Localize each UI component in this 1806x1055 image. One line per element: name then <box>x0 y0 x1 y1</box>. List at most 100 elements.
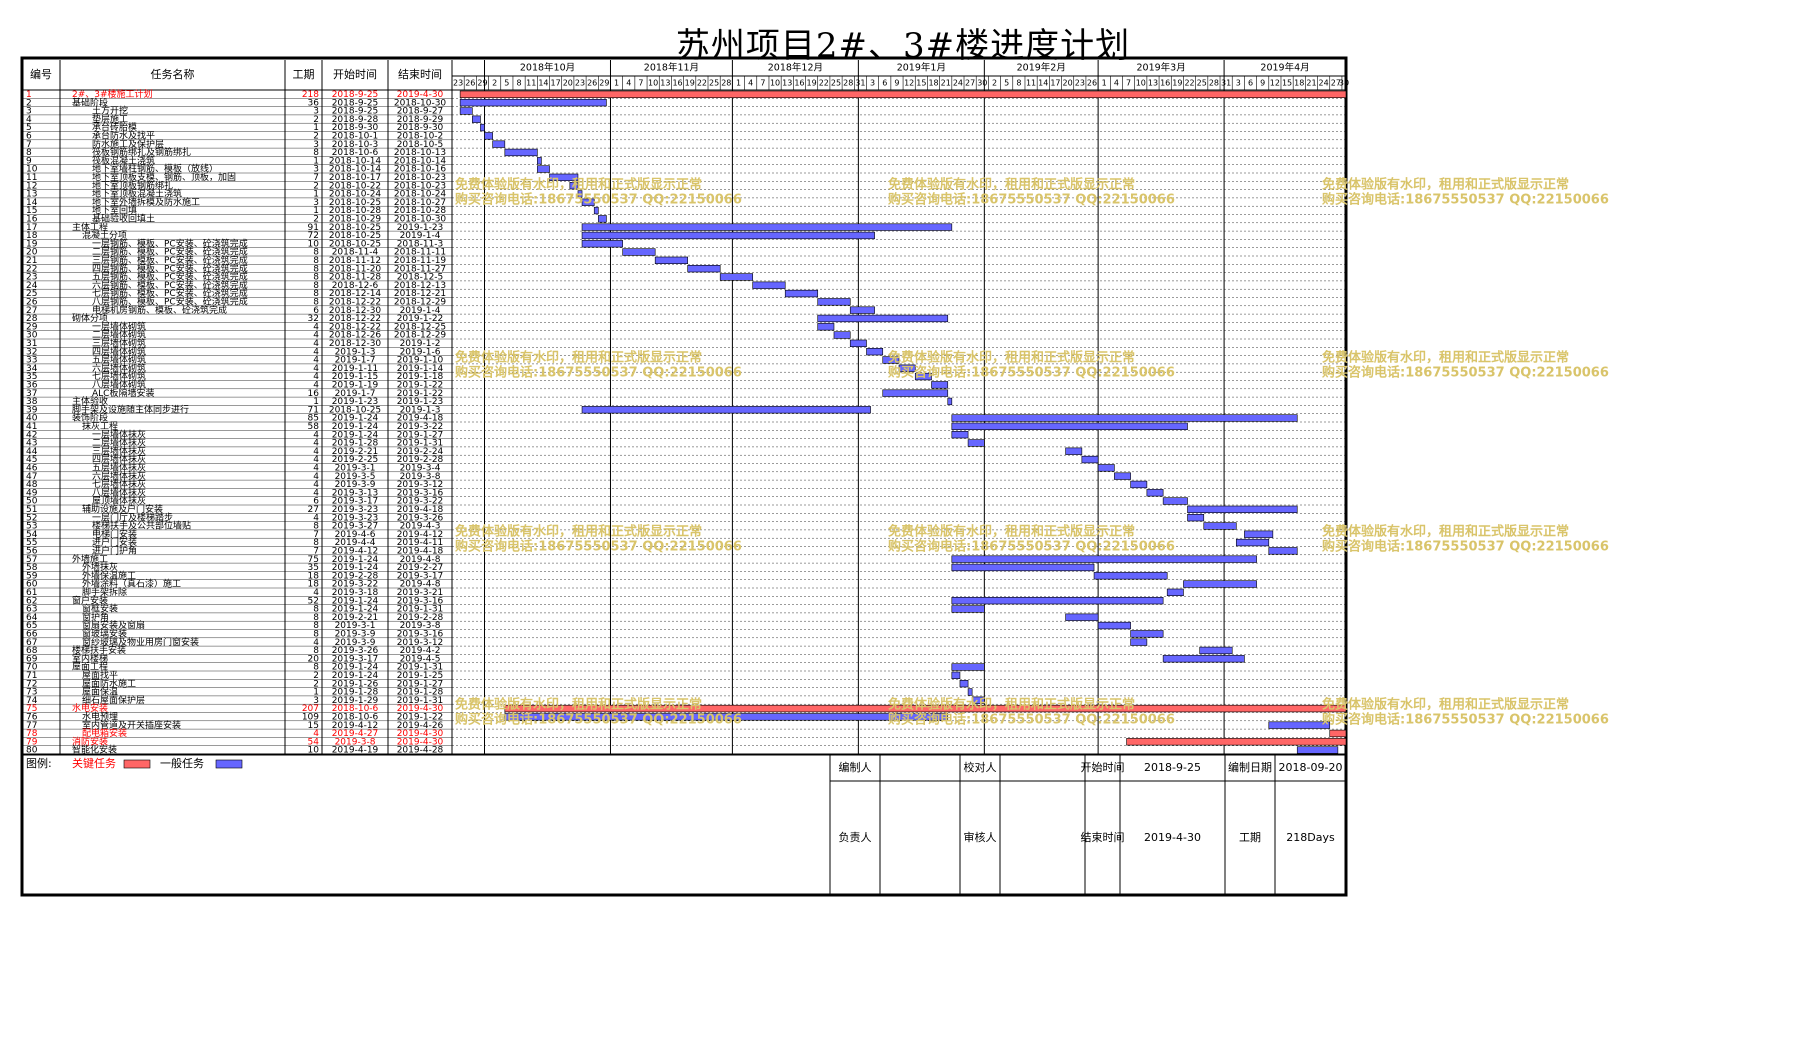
task-duration: 8 <box>313 613 319 623</box>
task-end: 2019-1-14 <box>397 364 444 374</box>
day-tick-label: 16 <box>672 79 682 88</box>
task-name: 室内管道及开关插座安装 <box>82 719 181 731</box>
task-name: 屋面工程 <box>72 662 108 673</box>
task-duration: 7 <box>313 173 319 183</box>
gantt-bar <box>951 563 1095 572</box>
gantt-bar <box>951 605 985 613</box>
row-id: 55 <box>26 538 37 548</box>
task-end: 2018-11-27 <box>394 264 446 274</box>
task-start: 2019-4-12 <box>332 721 379 731</box>
gantt-bar <box>951 422 1188 430</box>
task-start: 2019-1-24 <box>332 422 379 432</box>
task-duration: 8 <box>313 264 319 274</box>
task-start: 2019-1-29 <box>332 696 379 706</box>
row-id: 50 <box>26 497 38 507</box>
task-start: 2018-10-22 <box>329 181 381 191</box>
gantt-bar <box>817 298 851 306</box>
day-tick-label: 28 <box>1209 79 1219 88</box>
gantt-bar <box>569 182 579 190</box>
task-duration: 2 <box>313 214 319 224</box>
month-label: 2018年10月 <box>520 62 575 74</box>
row-id: 23 <box>26 273 37 283</box>
task-duration: 91 <box>308 223 319 233</box>
task-duration: 2 <box>313 115 319 125</box>
task-name: 二层墙体砌筑 <box>92 329 146 341</box>
task-name: 水电安装 <box>72 702 108 714</box>
gantt-bar <box>882 356 900 364</box>
task-end: 2019-3-16 <box>397 596 444 606</box>
task-start: 2018-10-6 <box>332 704 379 714</box>
task-end: 2019-3-22 <box>397 497 444 507</box>
row-id: 40 <box>26 414 38 424</box>
day-tick-label: 17 <box>1050 79 1060 88</box>
task-end: 2019-1-6 <box>400 347 441 357</box>
task-name: 地下室回填 <box>92 204 137 216</box>
task-start: 2019-3-17 <box>332 654 379 664</box>
day-tick-label: 31 <box>855 79 865 88</box>
row-id: 72 <box>26 679 37 689</box>
task-name: 二层钢筋、模板、PC安装、砼浇筑完成 <box>92 246 248 258</box>
column-header: 编号 <box>30 67 52 81</box>
task-end: 2018-9-29 <box>397 115 444 125</box>
task-name: 五层钢筋、模板、PC安装、砼浇筑完成 <box>92 271 248 283</box>
day-tick-label: 19 <box>1172 79 1182 88</box>
task-end: 2019-1-18 <box>397 372 444 382</box>
task-end: 2018-12-29 <box>394 331 447 341</box>
task-duration: 8 <box>313 629 319 639</box>
row-id: 58 <box>26 563 38 573</box>
task-start: 2019-3-26 <box>332 646 379 656</box>
task-duration: 3 <box>313 140 319 150</box>
gantt-bar <box>951 596 1164 605</box>
task-duration: 6 <box>313 306 319 316</box>
task-name: 混凝土分项 <box>82 229 127 241</box>
day-tick-label: 7 <box>1126 79 1131 88</box>
task-start: 2019-1-28 <box>332 439 379 449</box>
task-end: 2019-1-2 <box>400 339 441 349</box>
task-name: 装饰阶段 <box>72 412 108 424</box>
task-start: 2018-12-22 <box>329 314 381 324</box>
row-id: 12 <box>26 181 37 191</box>
task-duration: 58 <box>308 422 320 432</box>
task-end: 2018-10-23 <box>394 173 446 183</box>
task-duration: 8 <box>313 605 319 615</box>
gantt-bar <box>719 273 754 281</box>
task-duration: 8 <box>313 646 319 656</box>
row-id: 52 <box>26 513 37 523</box>
day-tick-label: 5 <box>1004 79 1009 88</box>
task-start: 2019-4-19 <box>332 746 379 756</box>
task-name: 主体验收 <box>72 395 108 407</box>
row-id: 15 <box>26 206 37 216</box>
task-duration: 2 <box>313 131 319 141</box>
day-tick-label: 10 <box>1136 79 1146 88</box>
task-duration: 27 <box>308 505 319 515</box>
gantt-bar <box>1244 530 1274 538</box>
row-id: 53 <box>26 522 37 532</box>
task-name: 抹灰工程 <box>82 420 118 432</box>
gantt-bar <box>951 430 969 439</box>
row-id: 47 <box>26 472 37 482</box>
day-tick-label: 8 <box>517 79 522 88</box>
row-id: 63 <box>26 605 37 615</box>
task-end: 2018-10-30 <box>394 98 447 108</box>
day-tick-label: 30 <box>977 79 987 88</box>
task-name: 垫层施工 <box>92 113 128 125</box>
task-name: 地下室墙柱钢筋、模板（放线） <box>92 163 218 175</box>
day-tick-label: 22 <box>1184 79 1194 88</box>
task-name: 脚手架拆除 <box>82 586 127 598</box>
day-tick-label: 10 <box>770 79 780 88</box>
task-start: 2019-3-9 <box>335 638 376 648</box>
day-tick-label: 11 <box>1026 79 1036 88</box>
task-name: 窗玻璃安装 <box>82 627 127 639</box>
task-name: 一层门厅及楼梯踏步 <box>92 511 173 523</box>
task-duration: 15 <box>308 721 319 731</box>
day-tick-label: 23 <box>575 79 585 88</box>
task-name: 承台砖胎模 <box>92 121 137 133</box>
row-id: 56 <box>26 546 38 556</box>
task-start: 2018-10-28 <box>329 206 382 216</box>
day-tick-label: 22 <box>697 79 707 88</box>
task-name: 七层墙体抹灰 <box>92 478 146 490</box>
footer-start: 2018-9-25 <box>1144 761 1201 774</box>
gantt-bar <box>1065 447 1083 455</box>
task-end: 2019-1-28 <box>397 688 444 698</box>
day-tick-label: 15 <box>1282 79 1292 88</box>
